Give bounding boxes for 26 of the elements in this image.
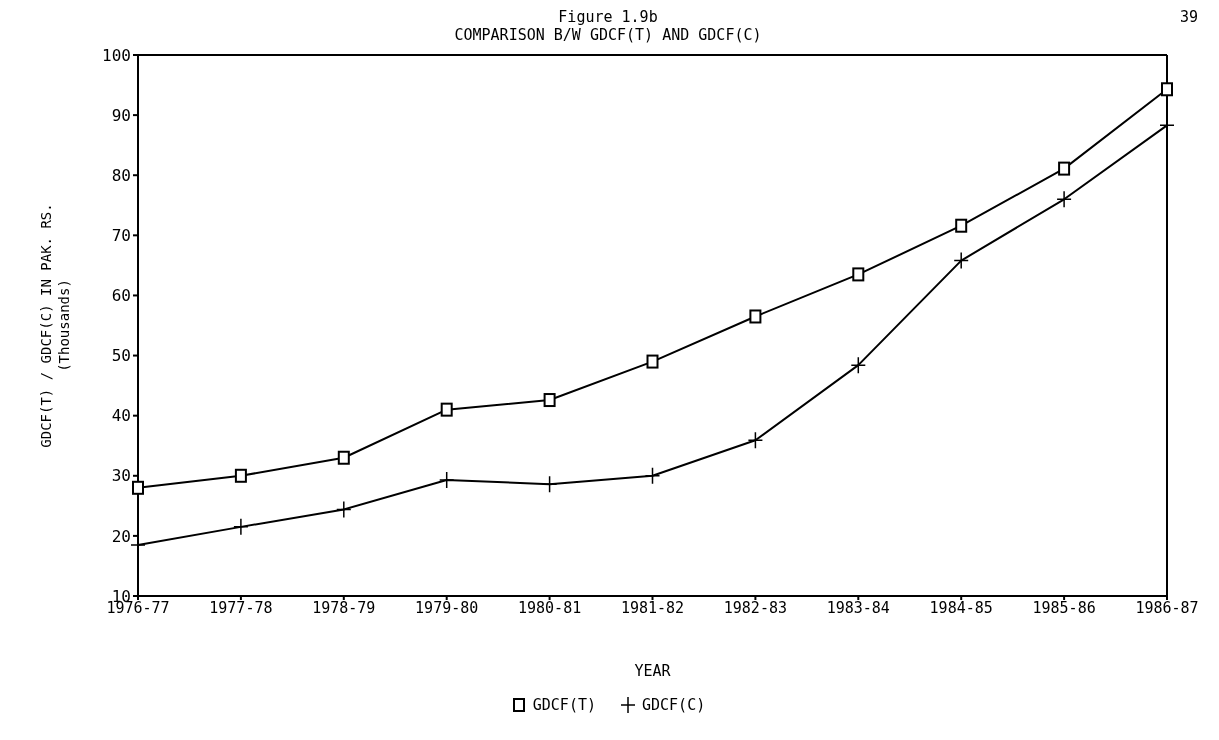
y-tick-label: 50 <box>111 346 131 366</box>
x-tick-label: 1984-85 <box>929 598 993 617</box>
y-tick-label: 30 <box>111 466 131 486</box>
x-tick-label: 1986-87 <box>1135 598 1199 617</box>
x-tick-label: 1978-79 <box>312 598 376 617</box>
legend-label: GDCF(T) <box>532 696 596 714</box>
legend-label: GDCF(C) <box>642 696 706 714</box>
text: 39 <box>1179 8 1198 26</box>
y-tick-label: 40 <box>111 406 131 426</box>
y-axis-title: GDCF(T) / GDCF(C) IN PAK. RS. (Thousands) <box>38 203 72 448</box>
x-tick-label: 1982-83 <box>723 598 788 617</box>
x-tick-label: 1985-86 <box>1032 598 1096 617</box>
y-tick-label: 80 <box>111 165 131 185</box>
y-tick-label: 60 <box>111 286 131 306</box>
x-tick-label: 1980-81 <box>517 598 582 617</box>
x-tick-label: 1977-78 <box>209 598 273 617</box>
x-tick-label: 1981-82 <box>620 598 685 617</box>
chart-title: Figure 1.9b <box>558 8 658 26</box>
x-axis-title: YEAR <box>634 662 672 680</box>
x-tick-label: 1983-84 <box>826 598 890 617</box>
y-tick-label: 100 <box>102 45 131 65</box>
chart-subtitle: COMPARISON B/W GDCF(T) AND GDCF(C) <box>453 26 763 44</box>
y-tick-label: 90 <box>111 105 131 125</box>
y-tick-label: 70 <box>111 226 131 246</box>
y-tick-label: 20 <box>111 526 131 546</box>
x-tick-label: 1979-80 <box>415 598 479 617</box>
